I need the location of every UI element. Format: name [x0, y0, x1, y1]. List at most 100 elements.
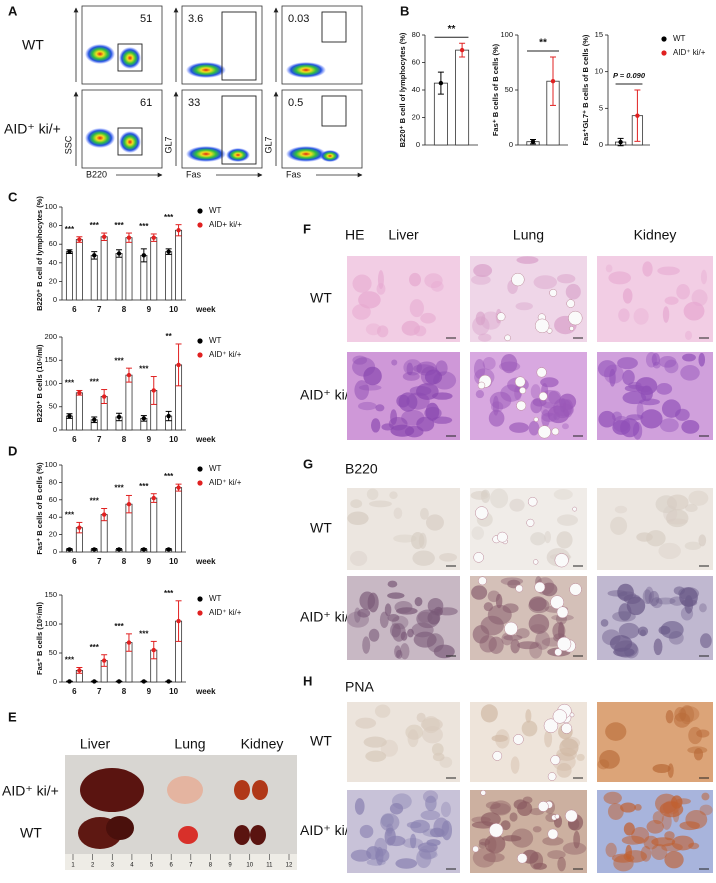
- row-label: WT: [22, 37, 44, 53]
- mean-dot: [126, 235, 132, 240]
- y-tick-label: 60: [49, 495, 57, 504]
- texture: [420, 312, 436, 324]
- texture: [370, 418, 381, 433]
- y-tick-label: 50: [49, 402, 57, 411]
- texture: [363, 736, 387, 748]
- ruler-number: 10: [246, 863, 253, 869]
- cell-cloud: [85, 44, 115, 64]
- significance: ***: [114, 221, 124, 230]
- significance: ***: [65, 225, 75, 234]
- texture: [530, 384, 541, 399]
- y-tick-label: 80: [49, 477, 57, 486]
- y-tick-label: 40: [412, 85, 420, 94]
- y-axis-label: Fas⁺ B cells of B cells (%): [35, 462, 44, 555]
- mean-dot: [77, 237, 82, 242]
- texture: [675, 798, 691, 805]
- legend-label: WT: [209, 464, 222, 473]
- y-tick-label: 0: [53, 677, 57, 686]
- x-axis-label: week: [195, 435, 216, 444]
- y-axis-label: B220⁺ B cell of lymphocytes (%): [35, 196, 44, 311]
- mean-dot: [126, 640, 132, 645]
- bar: [150, 237, 158, 301]
- bar: [90, 254, 98, 301]
- airway: [472, 845, 479, 853]
- mean-dot: [166, 413, 171, 419]
- texture: [400, 643, 410, 660]
- texture: [700, 633, 712, 649]
- texture: [390, 409, 398, 425]
- texture: [685, 810, 708, 829]
- texture: [652, 764, 671, 774]
- mean-dot: [438, 80, 444, 86]
- texture: [472, 848, 496, 868]
- texture: [509, 422, 529, 433]
- texture: [646, 819, 664, 834]
- airway: [504, 621, 518, 636]
- column-label: Lung: [174, 736, 205, 752]
- texture: [432, 752, 445, 762]
- airway: [569, 326, 575, 331]
- texture: [431, 743, 444, 756]
- mean-dot: [67, 413, 72, 419]
- y-tick-label: 50: [505, 85, 513, 94]
- airway: [565, 809, 578, 823]
- texture: [688, 490, 709, 506]
- texture: [365, 323, 382, 336]
- texture: [673, 712, 691, 728]
- texture: [490, 488, 509, 509]
- texture: [358, 384, 382, 391]
- bar: [150, 497, 158, 553]
- texture: [684, 330, 693, 341]
- texture: [674, 706, 687, 722]
- texture: [605, 722, 627, 741]
- texture: [530, 624, 546, 633]
- texture: [533, 275, 558, 290]
- texture: [433, 371, 457, 390]
- bar: [115, 253, 123, 301]
- texture: [646, 530, 666, 547]
- gate-value: 33: [188, 97, 200, 109]
- axis-label: B220: [86, 169, 107, 179]
- cell-cloud: [119, 131, 141, 153]
- y-tick-label: 100: [44, 378, 57, 387]
- texture: [352, 357, 376, 377]
- bar: [125, 237, 133, 301]
- texture: [384, 603, 392, 617]
- texture: [700, 269, 708, 285]
- texture: [368, 500, 392, 508]
- mean-dot: [126, 501, 132, 507]
- gate-value: 51: [140, 13, 152, 25]
- airway: [533, 559, 539, 565]
- mean-dot: [151, 235, 156, 240]
- y-axis-label: B220⁺ B cells (10⁵/ml): [35, 344, 44, 422]
- texture: [366, 488, 379, 500]
- mean-dot: [126, 372, 132, 378]
- texture: [387, 613, 400, 622]
- texture: [675, 408, 690, 421]
- legend-swatch: [197, 596, 203, 602]
- texture: [393, 534, 417, 543]
- significance: ***: [164, 213, 174, 222]
- texture: [605, 264, 613, 273]
- texture: [424, 369, 443, 385]
- airway: [536, 367, 547, 378]
- mean-dot: [550, 79, 556, 84]
- airway: [561, 722, 573, 734]
- texture: [441, 820, 453, 841]
- panel-letter: A: [8, 3, 18, 18]
- texture: [651, 597, 663, 609]
- ruler-number: 1: [71, 863, 75, 869]
- ruler-number: 12: [286, 863, 293, 869]
- significance: P = 0.090: [613, 71, 646, 80]
- airway: [473, 552, 484, 563]
- texture: [432, 392, 453, 400]
- texture: [420, 810, 441, 821]
- significance: **: [166, 332, 173, 341]
- cell-cloud: [286, 146, 326, 162]
- airway: [537, 801, 549, 812]
- texture: [626, 596, 646, 616]
- texture: [510, 828, 534, 848]
- legend-swatch: [197, 610, 203, 616]
- texture: [547, 850, 566, 860]
